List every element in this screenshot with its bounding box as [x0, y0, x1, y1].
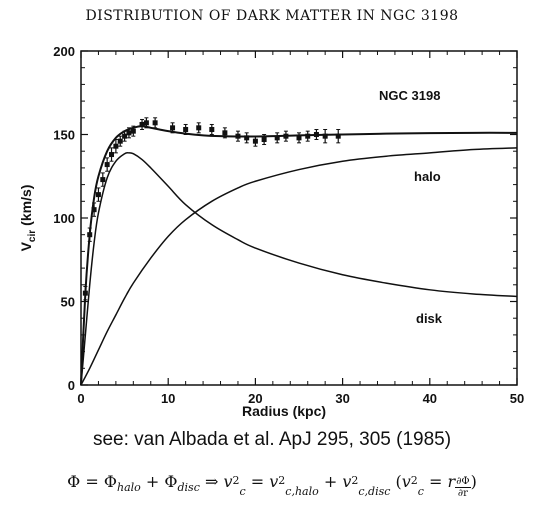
data-point	[170, 125, 176, 131]
data-point	[109, 152, 115, 158]
y-tick-label-50: 50	[61, 295, 75, 310]
data-point	[196, 125, 202, 131]
reference-caption: see: van Albada et al. ApJ 295, 305 (198…	[92, 429, 452, 450]
curve-halo	[80, 147, 518, 386]
data-point	[209, 126, 215, 132]
data-point	[183, 126, 189, 132]
y-axis-label: Vcir (km/s)	[18, 185, 38, 252]
data-point	[113, 143, 119, 149]
y-tick-label-150: 150	[53, 128, 75, 143]
data-point	[100, 177, 106, 183]
data-point	[335, 133, 341, 139]
data-point	[117, 138, 123, 144]
data-point	[139, 121, 145, 127]
curve-total	[80, 125, 518, 386]
x-tick-label-50: 50	[510, 391, 524, 406]
data-point	[152, 120, 158, 126]
y-tick-label-0: 0	[68, 378, 75, 393]
y-axis-label-unit: (km/s)	[18, 185, 34, 226]
x-tick-label-0: 0	[77, 391, 84, 406]
data-point	[82, 290, 88, 296]
y-axis-label-sub: cir	[27, 230, 38, 242]
data-point	[91, 207, 97, 213]
data-point	[95, 192, 101, 198]
annotation-galaxy: NGC 3198	[379, 88, 440, 103]
plot-frame	[80, 50, 518, 386]
data-point	[313, 132, 319, 137]
annotation-halo: halo	[414, 169, 441, 184]
data-point	[130, 128, 136, 134]
data-point	[322, 133, 328, 139]
y-axis-label-main: V	[18, 241, 34, 251]
annotation-disk: disk	[416, 311, 443, 326]
data-point	[296, 135, 302, 141]
chart: 0 10 20 30 40 50 0 50 100 150 200 NGC 3198 halo di…	[18, 44, 524, 419]
x-tick-label-30: 30	[335, 391, 349, 406]
x-tick-label-40: 40	[423, 391, 437, 406]
data-point	[122, 133, 128, 139]
data-point	[305, 133, 311, 139]
y-tick-label-200: 200	[53, 44, 75, 59]
data-point	[235, 133, 241, 139]
data-point	[143, 120, 149, 126]
chart-title: DISTRIBUTION OF DARK MATTER IN NGC 3198	[85, 8, 459, 24]
data-point	[104, 162, 110, 168]
potential-formula: Φ = Φhalo + Φdisc ⇒ v2c = v2c,halo + v2c…	[67, 472, 477, 499]
data-point	[244, 135, 250, 141]
data-point	[252, 138, 258, 144]
x-tick-label-20: 20	[248, 391, 262, 406]
y-tick-label-100: 100	[53, 211, 75, 226]
x-tick-label-10: 10	[161, 391, 175, 406]
data-point	[261, 137, 267, 143]
data-point	[222, 130, 228, 136]
x-axis-label: Radius (kpc)	[242, 403, 326, 419]
curve-disk	[80, 152, 518, 386]
data-point	[126, 130, 132, 136]
data-point	[283, 133, 289, 139]
data-point	[274, 135, 280, 141]
data-point	[87, 232, 93, 238]
